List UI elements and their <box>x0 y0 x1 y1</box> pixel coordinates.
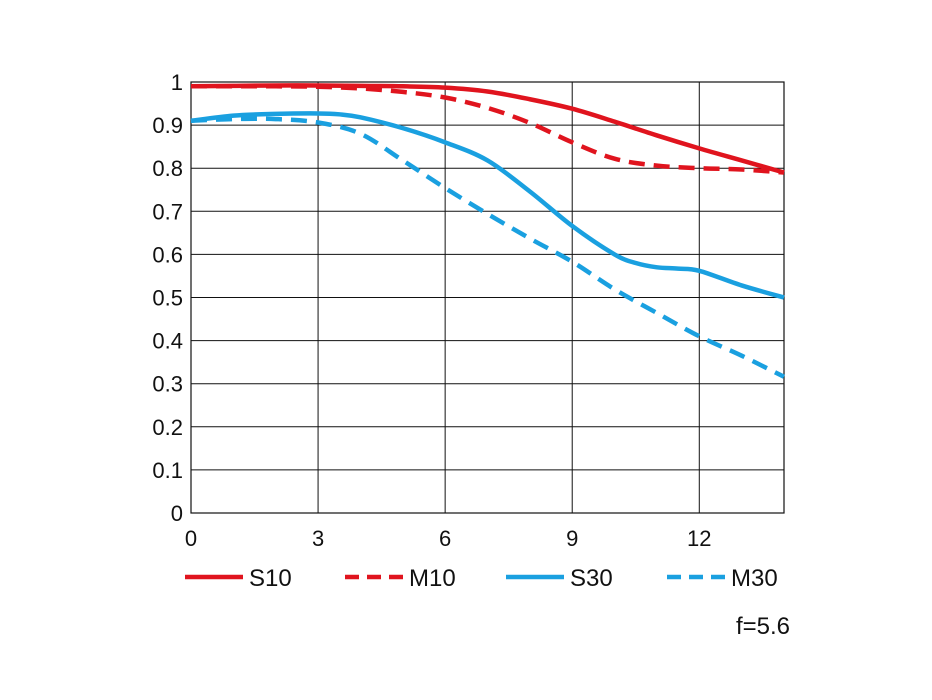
legend-item-m10: M10 <box>345 565 456 592</box>
x-tick-label: 9 <box>566 526 578 551</box>
x-tick-label: 12 <box>687 526 711 551</box>
legend-item-s10: S10 <box>185 565 292 592</box>
aperture-annotation: f=5.6 <box>736 613 790 640</box>
y-tick-label: 0.7 <box>152 199 183 224</box>
y-tick-labels: 0 0.1 0.2 0.3 0.4 0.5 0.6 0.7 0.8 0.9 1 <box>152 70 183 526</box>
y-tick-label: 0 <box>171 501 183 526</box>
x-tick-label: 6 <box>439 526 451 551</box>
x-tick-labels: 0 3 6 9 12 <box>185 526 712 551</box>
legend: S10 M10 S30 M30 <box>185 565 778 592</box>
y-tick-label: 0.3 <box>152 372 183 397</box>
legend-item-s30: S30 <box>506 565 613 592</box>
x-tick-label: 3 <box>312 526 324 551</box>
series-layer <box>190 83 786 379</box>
y-tick-label: 0.5 <box>152 286 183 311</box>
series-line-s30 <box>190 111 785 300</box>
y-tick-label: 0.4 <box>152 329 183 354</box>
y-tick-label: 0.8 <box>152 156 183 181</box>
series-line-s10 <box>190 83 785 175</box>
y-tick-label: 0.2 <box>152 415 183 440</box>
y-tick-label: 0.1 <box>152 458 183 483</box>
y-tick-label: 0.6 <box>152 242 183 267</box>
legend-label: M10 <box>409 565 456 592</box>
legend-label: S30 <box>570 565 613 592</box>
legend-item-m30: M30 <box>667 565 778 592</box>
legend-label: S10 <box>249 565 292 592</box>
series-line-m30 <box>190 116 786 379</box>
legend-label: M30 <box>731 565 778 592</box>
y-tick-label: 1 <box>171 70 183 95</box>
series-line-m10 <box>191 84 785 175</box>
y-tick-label: 0.9 <box>152 113 183 138</box>
x-tick-label: 0 <box>185 526 197 551</box>
